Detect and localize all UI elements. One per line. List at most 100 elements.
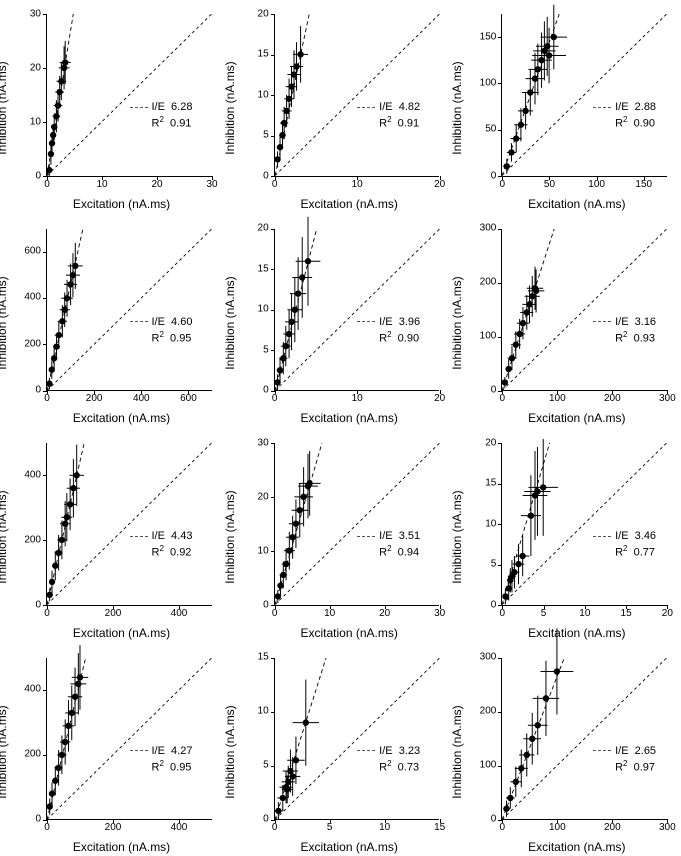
plot-area: 02004000200400I/E 4.43R2 0.92 (46, 443, 212, 606)
x-tick-label: 100 (588, 179, 605, 190)
y-tick-label: 0 (35, 814, 41, 825)
stat-box: I/E 2.88R2 0.90 (593, 101, 656, 131)
plot-area: 01002003000100200300I/E 3.16R2 0.93 (501, 229, 667, 392)
y-tick-label: 20 (258, 491, 269, 502)
y-tick-label: 10 (258, 545, 269, 556)
y-tick-label: 0 (35, 385, 41, 396)
x-tick-label: 15 (434, 822, 445, 833)
y-tick-label: 200 (24, 749, 41, 760)
y-tick-label: 200 (24, 338, 41, 349)
y-axis-label: Inhibition (nA.ms) (223, 705, 237, 798)
plot-svg (502, 443, 667, 605)
x-tick-label: 300 (659, 822, 676, 833)
stat-box: I/E 3.51R2 0.94 (357, 530, 420, 560)
x-tick-label: 10 (324, 608, 335, 619)
x-tick-label: 30 (434, 608, 445, 619)
y-tick-label: 10 (30, 116, 41, 127)
x-axis-label: Excitation (nA.ms) (73, 197, 170, 211)
y-tick-label: 400 (24, 292, 41, 303)
x-tick-label: 10 (352, 179, 363, 190)
y-axis-label: Inhibition (nA.ms) (223, 491, 237, 584)
x-tick-label: 0 (272, 393, 278, 404)
plot-area: 02004006000200400600I/E 4.60R2 0.95 (46, 229, 212, 392)
plot-area: 051015051015I/E 3.23R2 0.73 (274, 658, 440, 821)
y-tick-label: 10 (485, 518, 496, 529)
x-tick-label: 100 (549, 822, 566, 833)
plot-svg (275, 14, 440, 176)
plot-svg (47, 443, 212, 605)
panel: Inhibition (nA.ms)Excitation (nA.ms)0200… (4, 223, 218, 424)
y-tick-label: 0 (491, 814, 497, 825)
plot-svg (502, 658, 667, 820)
plot-svg (47, 229, 212, 391)
x-tick-label: 400 (133, 393, 150, 404)
y-tick-label: 15 (258, 263, 269, 274)
panel: Inhibition (nA.ms)Excitation (nA.ms)0510… (459, 437, 673, 638)
y-axis-label: Inhibition (nA.ms) (450, 705, 464, 798)
y-tick-label: 0 (35, 599, 41, 610)
x-axis-label: Excitation (nA.ms) (300, 840, 397, 854)
y-axis-label: Inhibition (nA.ms) (223, 62, 237, 155)
x-tick-label: 10 (96, 179, 107, 190)
x-tick-label: 0 (44, 608, 50, 619)
x-tick-label: 10 (352, 393, 363, 404)
x-tick-label: 200 (604, 393, 621, 404)
x-tick-label: 0 (272, 822, 278, 833)
x-tick-label: 5 (327, 822, 333, 833)
plot-area: 0102005101520I/E 4.82R2 0.91 (274, 14, 440, 177)
panel: Inhibition (nA.ms)Excitation (nA.ms)0102… (232, 223, 446, 424)
panel: Inhibition (nA.ms)Excitation (nA.ms)0501… (459, 8, 673, 209)
y-tick-label: 20 (30, 62, 41, 73)
x-tick-label: 20 (434, 179, 445, 190)
y-axis-label: Inhibition (nA.ms) (0, 62, 9, 155)
x-tick-label: 200 (105, 608, 122, 619)
panel: Inhibition (nA.ms)Excitation (nA.ms)0200… (4, 437, 218, 638)
plot-area: 0102005101520I/E 3.96R2 0.90 (274, 229, 440, 392)
plot-svg (275, 229, 440, 391)
y-tick-label: 0 (263, 599, 269, 610)
x-tick-label: 20 (434, 393, 445, 404)
x-tick-label: 400 (171, 608, 188, 619)
x-axis-label: Excitation (nA.ms) (528, 840, 625, 854)
x-tick-label: 20 (662, 608, 673, 619)
x-tick-label: 100 (549, 393, 566, 404)
x-tick-label: 15 (621, 608, 632, 619)
x-axis-label: Excitation (nA.ms) (300, 626, 397, 640)
panel: Inhibition (nA.ms)Excitation (nA.ms)0100… (459, 652, 673, 853)
y-tick-label: 100 (480, 760, 497, 771)
x-tick-label: 400 (171, 822, 188, 833)
y-tick-label: 0 (491, 170, 497, 181)
plot-svg (275, 443, 440, 605)
plot-svg (47, 658, 212, 820)
panel: Inhibition (nA.ms)Excitation (nA.ms)0200… (4, 652, 218, 853)
y-axis-label: Inhibition (nA.ms) (0, 705, 9, 798)
y-tick-label: 400 (24, 684, 41, 695)
x-tick-label: 150 (635, 179, 652, 190)
stat-box: I/E 6.28R2 0.91 (130, 101, 193, 131)
x-axis-label: Excitation (nA.ms) (528, 197, 625, 211)
x-tick-label: 30 (206, 179, 217, 190)
plot-svg (47, 14, 212, 176)
y-tick-label: 0 (35, 170, 41, 181)
stat-box: I/E 4.43R2 0.92 (130, 530, 193, 560)
y-tick-label: 10 (258, 89, 269, 100)
panel: Inhibition (nA.ms)Excitation (nA.ms)0102… (232, 437, 446, 638)
x-axis-label: Excitation (nA.ms) (528, 411, 625, 425)
scatter-grid: Inhibition (nA.ms)Excitation (nA.ms)0102… (0, 0, 681, 856)
y-tick-label: 10 (258, 706, 269, 717)
y-tick-label: 30 (258, 437, 269, 448)
y-tick-label: 600 (24, 246, 41, 257)
x-tick-label: 20 (151, 179, 162, 190)
x-tick-label: 0 (500, 179, 506, 190)
x-tick-label: 0 (500, 822, 506, 833)
x-axis-label: Excitation (nA.ms) (73, 411, 170, 425)
stat-box: I/E 3.46R2 0.77 (593, 530, 656, 560)
y-tick-label: 100 (480, 77, 497, 88)
x-tick-label: 5 (541, 608, 547, 619)
y-tick-label: 0 (263, 385, 269, 396)
y-tick-label: 0 (491, 385, 497, 396)
x-tick-label: 0 (44, 393, 50, 404)
panel: Inhibition (nA.ms)Excitation (nA.ms)0100… (459, 223, 673, 424)
y-tick-label: 300 (480, 652, 497, 663)
stat-box: I/E 4.60R2 0.95 (130, 316, 193, 346)
